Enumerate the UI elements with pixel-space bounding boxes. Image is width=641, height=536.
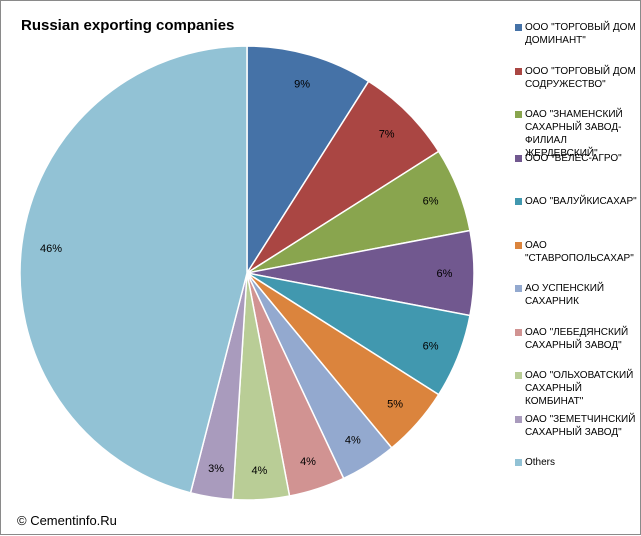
- slice-label: 4%: [300, 456, 316, 468]
- legend-swatch: [515, 372, 522, 379]
- legend-item: Others: [515, 456, 637, 469]
- slice-label: 3%: [208, 463, 224, 475]
- legend-label: ОАО "ЗНАМЕНСКИЙ САХАРНЫЙ ЗАВОД-ФИЛИАЛ ЖЕ…: [525, 109, 623, 159]
- legend-swatch: [515, 24, 522, 31]
- legend-label: ОАО "ВАЛУЙКИСАХАР": [525, 196, 637, 207]
- slice-label: 6%: [423, 341, 439, 353]
- legend-item: ОАО "ОЛЬХОВАТСКИЙ САХАРНЫЙ КОМБИНАТ": [515, 369, 637, 408]
- slice-label: 4%: [251, 465, 267, 477]
- slice-label: 6%: [423, 195, 439, 207]
- legend-item: ООО "ТОРГОВЫЙ ДОМ ДОМИНАНТ": [515, 21, 637, 47]
- legend-swatch: [515, 328, 522, 336]
- legend-label: ОАО "ОЛЬХОВАТСКИЙ САХАРНЫЙ КОМБИНАТ": [525, 370, 634, 407]
- legend-swatch: [515, 241, 522, 249]
- legend-item: ООО "ТОРГОВЫЙ ДОМ СОДРУЖЕСТВО": [515, 65, 637, 91]
- legend-item: АО УСПЕНСКИЙ САХАРНИК: [515, 282, 637, 308]
- slice-label: 9%: [294, 78, 310, 90]
- legend-swatch: [515, 154, 522, 162]
- legend-item: ООО "ВЕЛЕС-АГРО": [515, 152, 637, 165]
- legend-label: АО УСПЕНСКИЙ САХАРНИК: [525, 283, 605, 307]
- legend-item: ОАО "ЛЕБЕДЯНСКИЙ САХАРНЫЙ ЗАВОД": [515, 326, 637, 352]
- legend-swatch: [515, 67, 522, 75]
- pie-slice: [246, 45, 370, 276]
- legend-swatch: [515, 285, 522, 292]
- slice-label: 4%: [345, 435, 361, 447]
- pie-slice: [19, 45, 248, 494]
- legend-swatch: [515, 459, 522, 466]
- legend-item: ОАО "ЗНАМЕНСКИЙ САХАРНЫЙ ЗАВОД-ФИЛИАЛ ЖЕ…: [515, 108, 637, 160]
- slice-label: 6%: [437, 268, 453, 280]
- legend-label: ОАО "ЛЕБЕДЯНСКИЙ САХАРНЫЙ ЗАВОД": [525, 326, 629, 351]
- slice-label: 7%: [379, 128, 395, 140]
- legend-label: ООО "ТОРГОВЫЙ ДОМ СОДРУЖЕСТВО": [525, 65, 636, 90]
- legend-swatch: [515, 198, 522, 205]
- legend-label: ООО "ВЕЛЕС-АГРО": [525, 152, 622, 164]
- legend-item: ОАО "ЗЕМЕТЧИНСКИЙ САХАРНЫЙ ЗАВОД": [515, 413, 637, 439]
- legend-swatch: [515, 111, 522, 118]
- legend-label: Others: [525, 457, 556, 468]
- slice-label: 5%: [387, 399, 403, 411]
- slice-label: 46%: [40, 243, 62, 255]
- source-credit: © Cementinfo.Ru: [17, 513, 117, 528]
- legend-item: ОАО "СТАВРОПОЛЬСАХАР": [515, 239, 637, 265]
- chart-title: Russian exporting companies: [21, 17, 235, 34]
- legend-item: ОАО "ВАЛУЙКИСАХАР": [515, 195, 637, 208]
- legend-label: ОАО "ЗЕМЕТЧИНСКИЙ САХАРНЫЙ ЗАВОД": [525, 413, 636, 438]
- legend-label: ОАО "СТАВРОПОЛЬСАХАР": [525, 239, 634, 264]
- legend-swatch: [515, 415, 522, 423]
- legend-label: ООО "ТОРГОВЫЙ ДОМ ДОМИНАНТ": [525, 22, 636, 46]
